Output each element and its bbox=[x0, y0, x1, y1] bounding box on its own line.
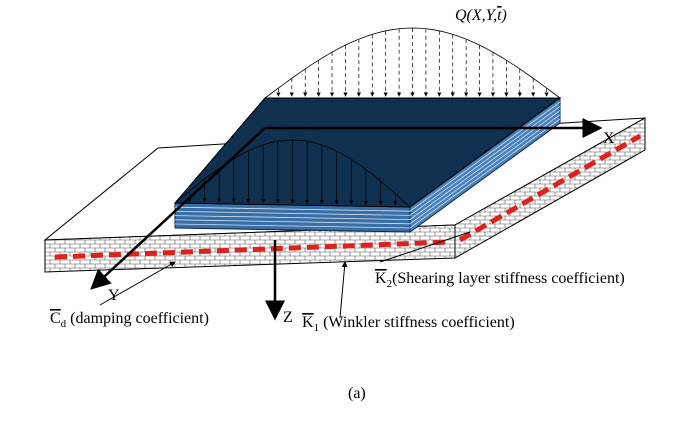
load-edge bbox=[409, 97, 561, 208]
leader bbox=[339, 261, 348, 319]
caption: (a) bbox=[348, 385, 366, 402]
layer-line bbox=[174, 101, 561, 212]
z-label: Z bbox=[283, 309, 293, 326]
shearing-label: K2(Shearing layer stiffness coefficient) bbox=[375, 270, 625, 290]
load-edge bbox=[174, 97, 266, 204]
foundation-side bbox=[454, 117, 646, 259]
symbol: K bbox=[302, 314, 314, 331]
subscript: 2 bbox=[387, 278, 393, 290]
layer-line bbox=[174, 106, 561, 216]
description: (Winkler stiffness coefficient) bbox=[319, 314, 515, 331]
x-label: X bbox=[603, 130, 615, 147]
subscript: d bbox=[61, 318, 67, 330]
y-axis bbox=[90, 127, 266, 290]
load-text: Q(X,Y, bbox=[455, 7, 497, 24]
leader bbox=[379, 231, 471, 263]
damper-side bbox=[458, 133, 642, 243]
description: (damping coefficient) bbox=[66, 310, 209, 327]
plate-layers bbox=[174, 101, 561, 229]
damping-label: Cd (damping coefficient) bbox=[50, 310, 209, 330]
winkler-label: K1 (Winkler stiffness coefficient) bbox=[302, 314, 515, 334]
layer-line bbox=[174, 114, 561, 225]
layer-line bbox=[174, 110, 561, 221]
load-time: t bbox=[497, 7, 502, 24]
load-label: Q(X,Y,t) bbox=[455, 7, 507, 24]
subscript: 1 bbox=[314, 322, 320, 334]
description: (Shearing layer stiffness coefficient) bbox=[392, 270, 625, 287]
load-text: ) bbox=[501, 7, 507, 24]
y-label: Y bbox=[108, 287, 120, 304]
symbol: C bbox=[50, 310, 61, 327]
symbol: K bbox=[375, 270, 387, 287]
load-arrows bbox=[174, 27, 561, 208]
layer-line bbox=[174, 118, 561, 229]
leader bbox=[99, 261, 176, 306]
damper-front bbox=[54, 239, 451, 260]
